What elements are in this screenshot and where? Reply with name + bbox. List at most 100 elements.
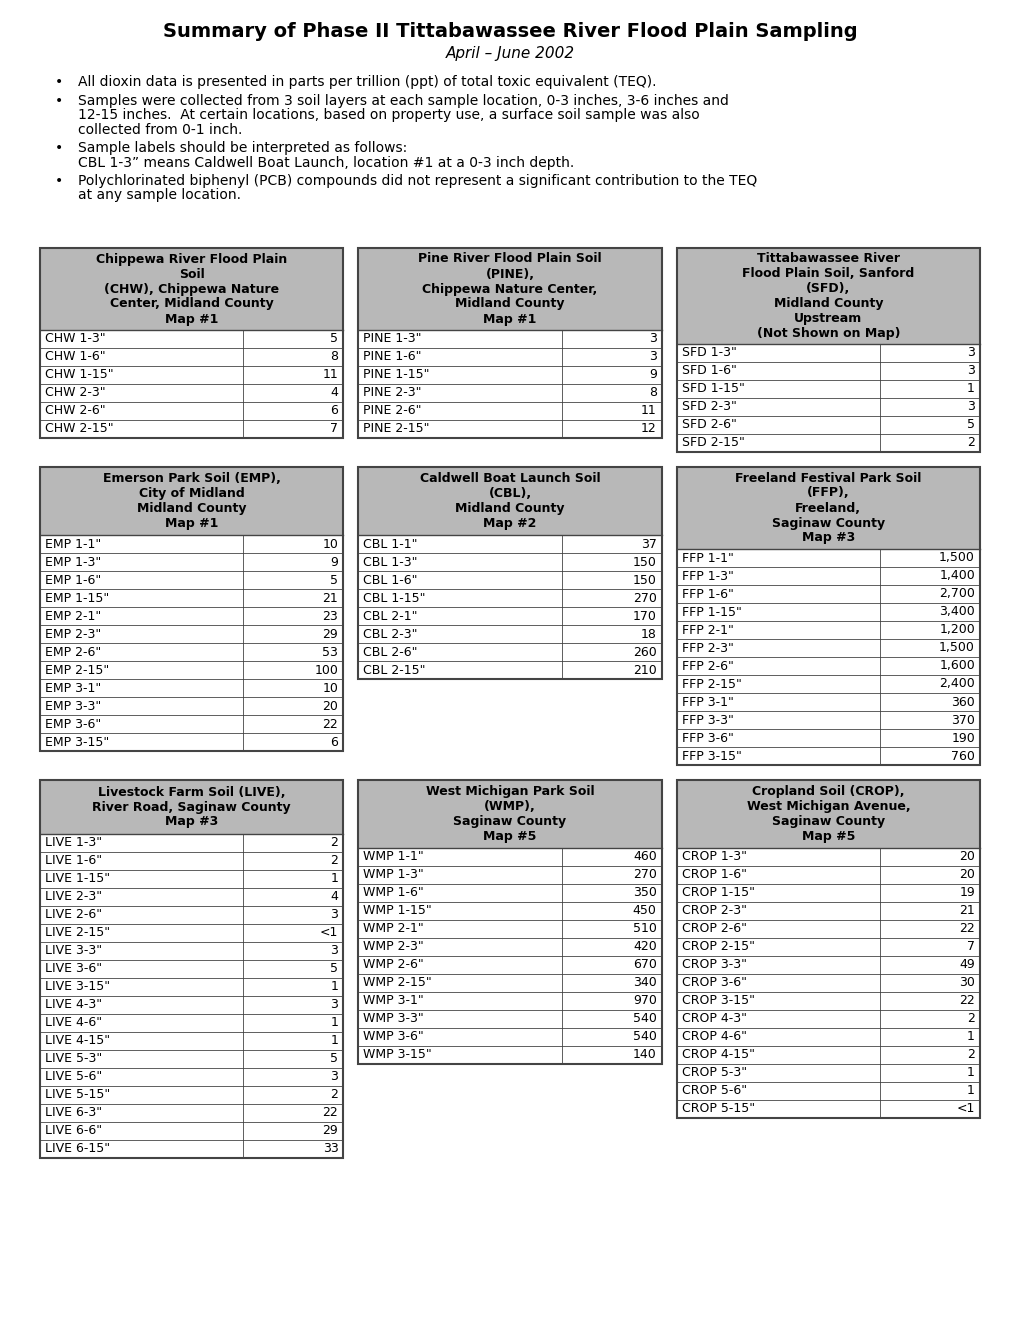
Text: FFP 1-1": FFP 1-1" bbox=[681, 552, 733, 565]
Text: 29: 29 bbox=[322, 627, 338, 640]
Text: 140: 140 bbox=[633, 1048, 656, 1061]
Text: EMP 3-6": EMP 3-6" bbox=[45, 718, 101, 730]
Bar bbox=[40, 715, 343, 733]
Bar bbox=[40, 467, 343, 751]
Text: CROP 3-15": CROP 3-15" bbox=[681, 994, 754, 1007]
Text: LIVE 6-3": LIVE 6-3" bbox=[45, 1106, 102, 1119]
Bar bbox=[40, 780, 343, 1158]
Text: 150: 150 bbox=[632, 556, 656, 569]
Text: CBL 1-1": CBL 1-1" bbox=[363, 537, 418, 550]
Text: LIVE 1-15": LIVE 1-15" bbox=[45, 873, 110, 886]
Bar bbox=[358, 884, 661, 902]
Bar bbox=[676, 675, 979, 693]
Bar bbox=[358, 624, 661, 643]
Text: FFP 2-15": FFP 2-15" bbox=[681, 677, 741, 690]
Bar bbox=[676, 1028, 979, 1045]
Bar bbox=[676, 380, 979, 399]
Text: 1: 1 bbox=[966, 383, 974, 396]
Text: 22: 22 bbox=[958, 994, 974, 1007]
Bar bbox=[676, 248, 979, 451]
Text: 23: 23 bbox=[322, 610, 338, 623]
Bar bbox=[40, 870, 343, 888]
Bar bbox=[676, 467, 979, 766]
Text: 30: 30 bbox=[958, 977, 974, 990]
Text: PINE 1-3": PINE 1-3" bbox=[363, 333, 422, 346]
Text: CROP 4-3": CROP 4-3" bbox=[681, 1012, 746, 1026]
Bar bbox=[358, 420, 661, 438]
Text: FFP 2-3": FFP 2-3" bbox=[681, 642, 733, 655]
Bar bbox=[358, 920, 661, 939]
Text: EMP 2-6": EMP 2-6" bbox=[45, 645, 101, 659]
Text: WMP 2-3": WMP 2-3" bbox=[363, 940, 424, 953]
Bar bbox=[676, 416, 979, 434]
Text: 9: 9 bbox=[330, 556, 338, 569]
Bar bbox=[676, 974, 979, 993]
Text: LIVE 2-3": LIVE 2-3" bbox=[45, 891, 102, 903]
Text: 21: 21 bbox=[322, 591, 338, 605]
Bar bbox=[676, 1010, 979, 1028]
Bar bbox=[676, 956, 979, 974]
Bar bbox=[40, 780, 343, 834]
Bar bbox=[358, 1028, 661, 1045]
Text: CROP 5-15": CROP 5-15" bbox=[681, 1102, 754, 1115]
Text: Summary of Phase II Tittabawassee River Flood Plain Sampling: Summary of Phase II Tittabawassee River … bbox=[162, 22, 857, 41]
Text: SFD 1-3": SFD 1-3" bbox=[681, 346, 736, 359]
Text: 3: 3 bbox=[330, 998, 338, 1011]
Bar bbox=[40, 978, 343, 997]
Bar bbox=[40, 330, 343, 348]
Text: WMP 1-15": WMP 1-15" bbox=[363, 904, 432, 917]
Text: <1: <1 bbox=[320, 927, 338, 940]
Text: 12: 12 bbox=[640, 422, 656, 436]
Text: CBL 2-15": CBL 2-15" bbox=[363, 664, 425, 676]
Bar bbox=[40, 1032, 343, 1049]
Text: 670: 670 bbox=[632, 958, 656, 972]
Text: 49: 49 bbox=[958, 958, 974, 972]
Bar bbox=[676, 1064, 979, 1082]
Text: 4: 4 bbox=[330, 387, 338, 400]
Text: 1: 1 bbox=[966, 1067, 974, 1080]
Text: 8: 8 bbox=[330, 351, 338, 363]
Text: 100: 100 bbox=[314, 664, 338, 676]
Text: SFD 2-6": SFD 2-6" bbox=[681, 418, 736, 432]
Text: 1: 1 bbox=[966, 1031, 974, 1044]
Bar bbox=[358, 467, 661, 678]
Text: April – June 2002: April – June 2002 bbox=[445, 46, 574, 61]
Text: EMP 1-15": EMP 1-15" bbox=[45, 591, 109, 605]
Bar bbox=[358, 384, 661, 403]
Text: 350: 350 bbox=[632, 887, 656, 899]
Bar bbox=[40, 420, 343, 438]
Bar bbox=[676, 467, 979, 549]
Text: FFP 2-1": FFP 2-1" bbox=[681, 623, 733, 636]
Bar bbox=[358, 780, 661, 847]
Text: 2: 2 bbox=[330, 854, 338, 867]
Bar bbox=[676, 362, 979, 380]
Text: 2: 2 bbox=[966, 1048, 974, 1061]
Text: 6: 6 bbox=[330, 404, 338, 417]
Text: 450: 450 bbox=[632, 904, 656, 917]
Text: PINE 1-6": PINE 1-6" bbox=[363, 351, 422, 363]
Text: 170: 170 bbox=[632, 610, 656, 623]
Text: FFP 3-15": FFP 3-15" bbox=[681, 750, 741, 763]
Text: FFP 3-3": FFP 3-3" bbox=[681, 714, 733, 726]
Bar bbox=[40, 624, 343, 643]
Text: CBL 1-3” means Caldwell Boat Launch, location #1 at a 0-3 inch depth.: CBL 1-3” means Caldwell Boat Launch, loc… bbox=[77, 156, 574, 169]
Text: LIVE 4-15": LIVE 4-15" bbox=[45, 1035, 110, 1048]
Text: 53: 53 bbox=[322, 645, 338, 659]
Bar bbox=[358, 866, 661, 884]
Text: Polychlorinated biphenyl (PCB) compounds did not represent a significant contrib: Polychlorinated biphenyl (PCB) compounds… bbox=[77, 174, 756, 187]
Bar bbox=[40, 960, 343, 978]
Bar bbox=[358, 330, 661, 348]
Text: CROP 3-6": CROP 3-6" bbox=[681, 977, 746, 990]
Text: FFP 1-15": FFP 1-15" bbox=[681, 606, 741, 619]
Text: CROP 5-3": CROP 5-3" bbox=[681, 1067, 746, 1080]
Text: 2,400: 2,400 bbox=[938, 677, 974, 690]
Bar bbox=[358, 607, 661, 624]
Bar bbox=[358, 248, 661, 330]
Text: CHW 1-15": CHW 1-15" bbox=[45, 368, 113, 381]
Text: 8: 8 bbox=[648, 387, 656, 400]
Text: 3: 3 bbox=[966, 400, 974, 413]
Bar bbox=[676, 1082, 979, 1100]
Text: 1: 1 bbox=[330, 981, 338, 994]
Text: WMP 2-1": WMP 2-1" bbox=[363, 923, 424, 936]
Text: Caldwell Boat Launch Soil
(CBL),
Midland County
Map #2: Caldwell Boat Launch Soil (CBL), Midland… bbox=[419, 473, 600, 531]
